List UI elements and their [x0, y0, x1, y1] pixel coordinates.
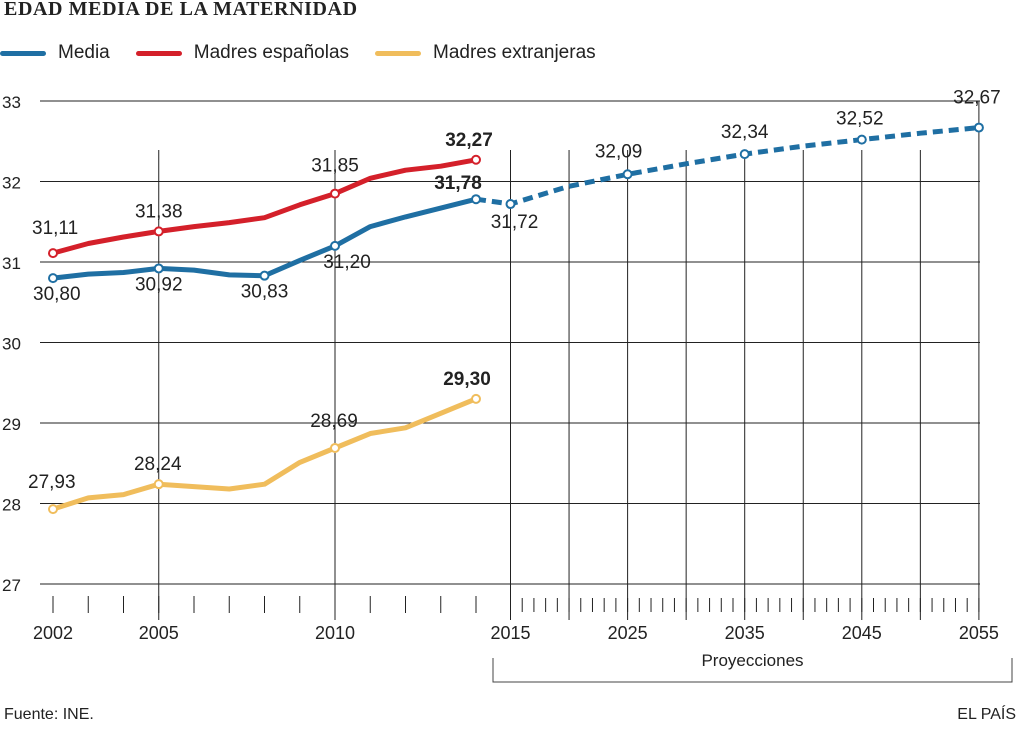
data-label-espanolas: 31,85: [311, 156, 359, 177]
y-tick-label: 28: [2, 496, 21, 515]
x-tick-label: 2045: [842, 623, 882, 643]
data-label-proyeccion: 32,34: [721, 122, 769, 143]
data-label-proyeccion: 31,72: [491, 212, 539, 233]
data-label-extranjeras: 28,24: [134, 454, 182, 475]
data-label-espanolas: 31,11: [32, 218, 78, 239]
data-label-proyeccion: 32,67: [953, 88, 1001, 109]
data-point-proyeccion: [622, 169, 633, 180]
series-line-extranjeras: [50, 396, 479, 512]
data-label-media: 30,83: [241, 282, 289, 303]
legend-item-media: Media: [0, 42, 110, 64]
legend-item-extranjeras: Madres extranjeras: [375, 42, 596, 64]
data-label-media: 30,80: [33, 284, 81, 305]
data-label-extranjeras: 28,69: [310, 411, 358, 432]
legend-label-extranjeras: Madres extranjeras: [433, 42, 596, 63]
data-label-proyeccion: 32,09: [595, 141, 643, 162]
data-label-espanolas: 32,27: [445, 130, 493, 151]
x-tick-label: 2055: [959, 623, 999, 643]
data-label-media: 30,92: [135, 274, 183, 295]
data-label-extranjeras: 29,30: [443, 369, 491, 390]
series-line-proyeccion: [475, 125, 980, 207]
data-point-extranjeras: [153, 479, 164, 490]
y-tick-label: 32: [2, 174, 21, 193]
y-tick-label: 33: [2, 93, 21, 112]
y-tick-label: 31: [2, 254, 21, 273]
x-tick-label: 2002: [33, 623, 73, 643]
legend-label-espanolas: Madres españolas: [193, 42, 350, 63]
y-tick-label: 27: [2, 576, 21, 595]
x-tick-label: 2015: [490, 623, 530, 643]
data-point-media: [259, 270, 270, 281]
x-tick-label: 2005: [139, 623, 179, 643]
legend-swatch-media: [0, 50, 46, 56]
projection-bracket: [492, 658, 1013, 683]
data-point-extranjeras: [48, 504, 58, 515]
data-point-proyeccion: [505, 199, 516, 210]
x-tick-label: 2035: [725, 623, 765, 643]
legend-label-media: Media: [58, 42, 110, 63]
data-label-extranjeras: 27,93: [28, 472, 76, 493]
data-point-espanolas: [48, 248, 58, 259]
x-tick-label: 2010: [315, 623, 355, 643]
data-point-proyeccion: [856, 134, 867, 145]
brand-label: EL PAÍS: [957, 706, 1016, 723]
data-label-proyeccion: 32,52: [836, 109, 884, 130]
projection-label: Proyecciones: [701, 651, 803, 670]
data-point-media: [48, 273, 58, 284]
data-point-media: [153, 263, 164, 274]
legend-swatch-espanolas: [135, 50, 182, 56]
legend-swatch-extranjeras: [375, 50, 422, 56]
data-point-espanolas: [471, 154, 481, 165]
legend-item-espanolas: Madres españolas: [135, 42, 350, 64]
data-point-proyeccion: [973, 122, 984, 133]
chart-title: EDAD MEDIA DE LA MATERNIDAD: [4, 0, 358, 20]
data-point-extranjeras: [330, 442, 340, 453]
data-point-espanolas: [153, 226, 164, 237]
data-label-espanolas: 31,38: [135, 201, 183, 222]
data-point-espanolas: [330, 188, 340, 199]
legend: Media Madres españolas Madres extranjera…: [0, 40, 622, 66]
chart-plot: 27 28 29 30 31 32 33 2002 2005 2010 2015 2025 2035 20…: [2, 88, 1013, 683]
data-point-proyeccion: [739, 149, 750, 160]
series-line-espanolas: [50, 157, 479, 256]
data-label-media: 31,78: [434, 173, 482, 194]
data-point-extranjeras: [471, 393, 481, 404]
y-tick-label: 29: [2, 415, 21, 434]
data-label-media: 31,20: [323, 252, 371, 273]
x-tick-label: 2025: [608, 623, 648, 643]
data-point-media: [330, 240, 340, 251]
data-point-media: [471, 194, 481, 205]
source-note: Fuente: INE.: [4, 706, 94, 723]
y-tick-label: 30: [2, 335, 21, 354]
